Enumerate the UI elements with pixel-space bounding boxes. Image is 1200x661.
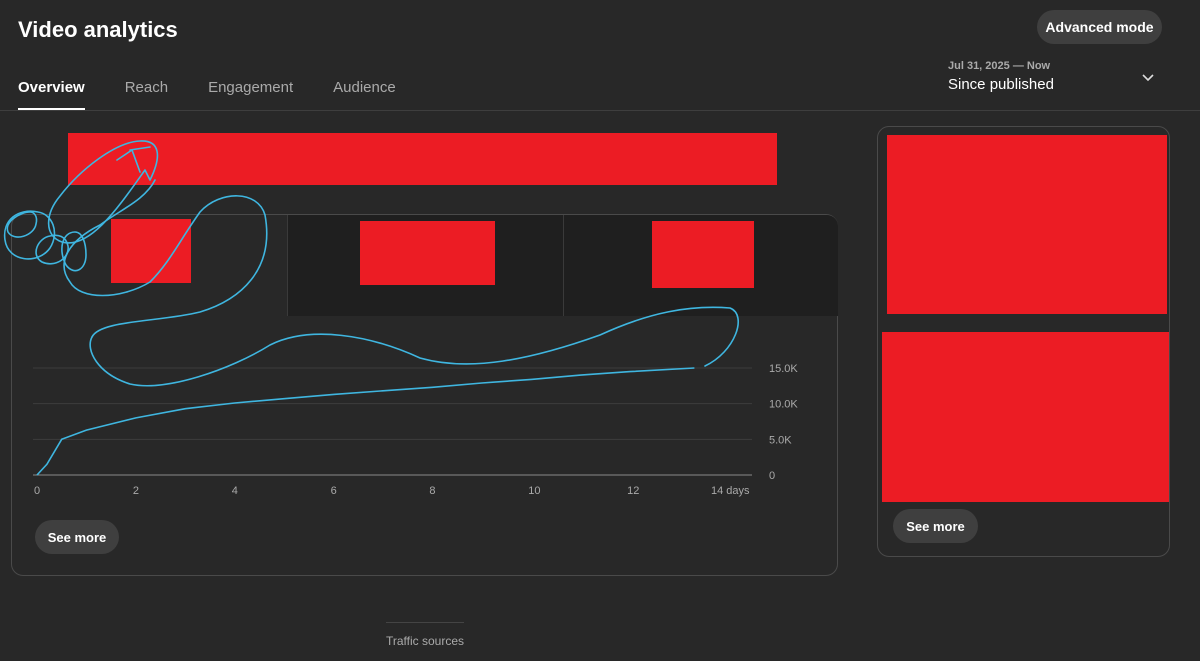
tab-engagement[interactable]: Engagement: [208, 79, 294, 96]
scribble-circle-2: [35, 234, 69, 265]
redacted-side-top: [887, 135, 1167, 314]
tab-audience[interactable]: Audience: [333, 79, 396, 96]
side-see-more-button[interactable]: See more: [893, 509, 978, 543]
y-tick-label: 5.0K: [769, 434, 792, 446]
x-tick-label: 4: [232, 485, 238, 497]
date-range-text: Jul 31, 2025 — Now: [948, 60, 1051, 72]
date-range-selector[interactable]: Jul 31, 2025 — Now Since published: [948, 60, 1168, 100]
y-tick-label: 15.0K: [769, 363, 798, 375]
tile-divider: [287, 215, 288, 316]
x-tick-label: 10: [528, 485, 540, 497]
redacted-metric-1: [111, 219, 191, 283]
chart-series: [36, 367, 695, 476]
page-title: Video analytics: [18, 17, 178, 42]
overview-chart-card: [11, 214, 838, 576]
scribble-circle-1: [3, 210, 56, 260]
tile-divider: [563, 215, 564, 316]
date-range-label: Since published: [948, 76, 1054, 93]
x-tick-label: 8: [429, 485, 435, 497]
scribble-loop-pill: [47, 140, 159, 244]
x-tick-label: 12: [627, 485, 639, 497]
chart-grid: [33, 367, 752, 476]
redacted-headline: [68, 133, 777, 185]
scribble-long-loop: [89, 306, 740, 387]
tab-overview[interactable]: Overview: [18, 79, 85, 110]
y-axis-ticks: 0 5.0K 10.0K 15.0K: [769, 363, 798, 482]
annotation-scribbles: [3, 140, 740, 387]
scribble-circle-4: [6, 211, 38, 238]
scribble-mark: [116, 146, 151, 173]
see-more-button[interactable]: See more: [35, 520, 119, 554]
scribble-loop-large: [63, 179, 268, 338]
traffic-sources-label[interactable]: Traffic sources: [386, 634, 465, 648]
tab-reach[interactable]: Reach: [124, 79, 169, 96]
y-tick-label: 0: [769, 470, 775, 482]
x-tick-label: 0: [34, 485, 40, 497]
y-tick-label: 10.0K: [769, 399, 798, 411]
x-tick-label: 6: [331, 485, 337, 497]
x-tick-label: 14 days: [711, 485, 750, 497]
redacted-side-bottom: [882, 332, 1169, 502]
advanced-mode-button[interactable]: Advanced mode: [1037, 10, 1162, 44]
tab-divider: [0, 110, 1200, 111]
redacted-metric-3: [652, 221, 754, 288]
x-tick-label: 2: [133, 485, 139, 497]
traffic-divider: [386, 622, 464, 623]
realtime-side-card: [877, 126, 1170, 557]
tab-bar: Overview Reach Engagement Audience: [18, 79, 436, 110]
scribble-circle-3: [61, 231, 87, 272]
chevron-down-icon: [1142, 74, 1154, 82]
redacted-metric-2: [360, 221, 495, 285]
views-series-line: [36, 367, 695, 476]
x-axis-ticks: 0 2 4 6 8 10 12 14 days: [34, 485, 750, 497]
